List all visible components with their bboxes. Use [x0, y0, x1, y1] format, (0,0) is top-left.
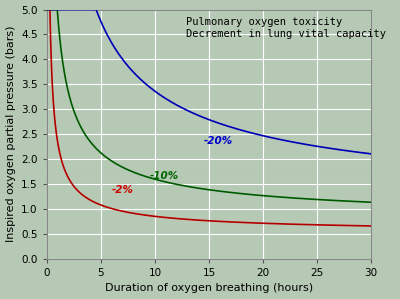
- Text: -20%: -20%: [204, 136, 233, 146]
- Text: -2%: -2%: [112, 184, 134, 195]
- Text: -10%: -10%: [150, 171, 179, 181]
- Y-axis label: Inspired oxygen partial pressure (bars): Inspired oxygen partial pressure (bars): [6, 26, 16, 242]
- X-axis label: Duration of oxygen breathing (hours): Duration of oxygen breathing (hours): [105, 283, 313, 293]
- Text: Pulmonary oxygen toxicity
Decrement in lung vital capacity: Pulmonary oxygen toxicity Decrement in l…: [186, 17, 386, 39]
